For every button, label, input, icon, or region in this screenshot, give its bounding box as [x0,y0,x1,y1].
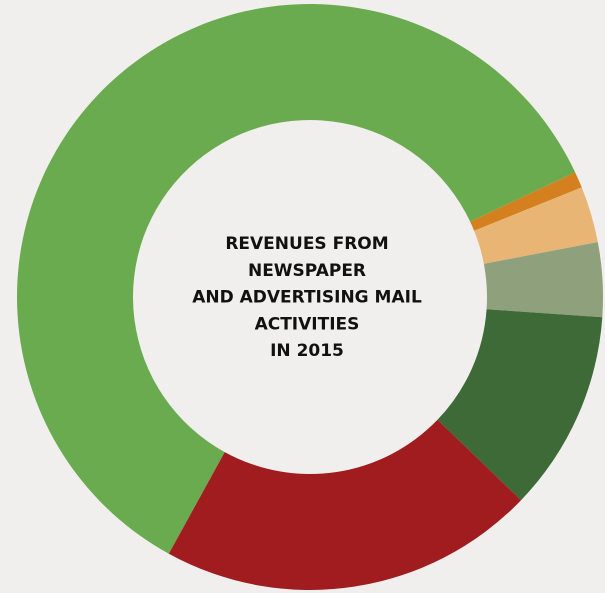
center-title: AND ADVERTISING MAIL [192,288,422,308]
donut-segment [470,172,582,231]
center-title: REVENUES FROM [225,234,388,254]
donut-segment [437,309,603,501]
donut-segment [474,187,598,264]
center-title: ACTIVITIES [255,314,360,334]
center-title: IN 2015 [270,341,344,361]
donut-segment [483,242,603,318]
donut-segment [17,3,576,554]
donut-segment [168,419,522,590]
center-title: NEWSPAPER [248,261,366,281]
